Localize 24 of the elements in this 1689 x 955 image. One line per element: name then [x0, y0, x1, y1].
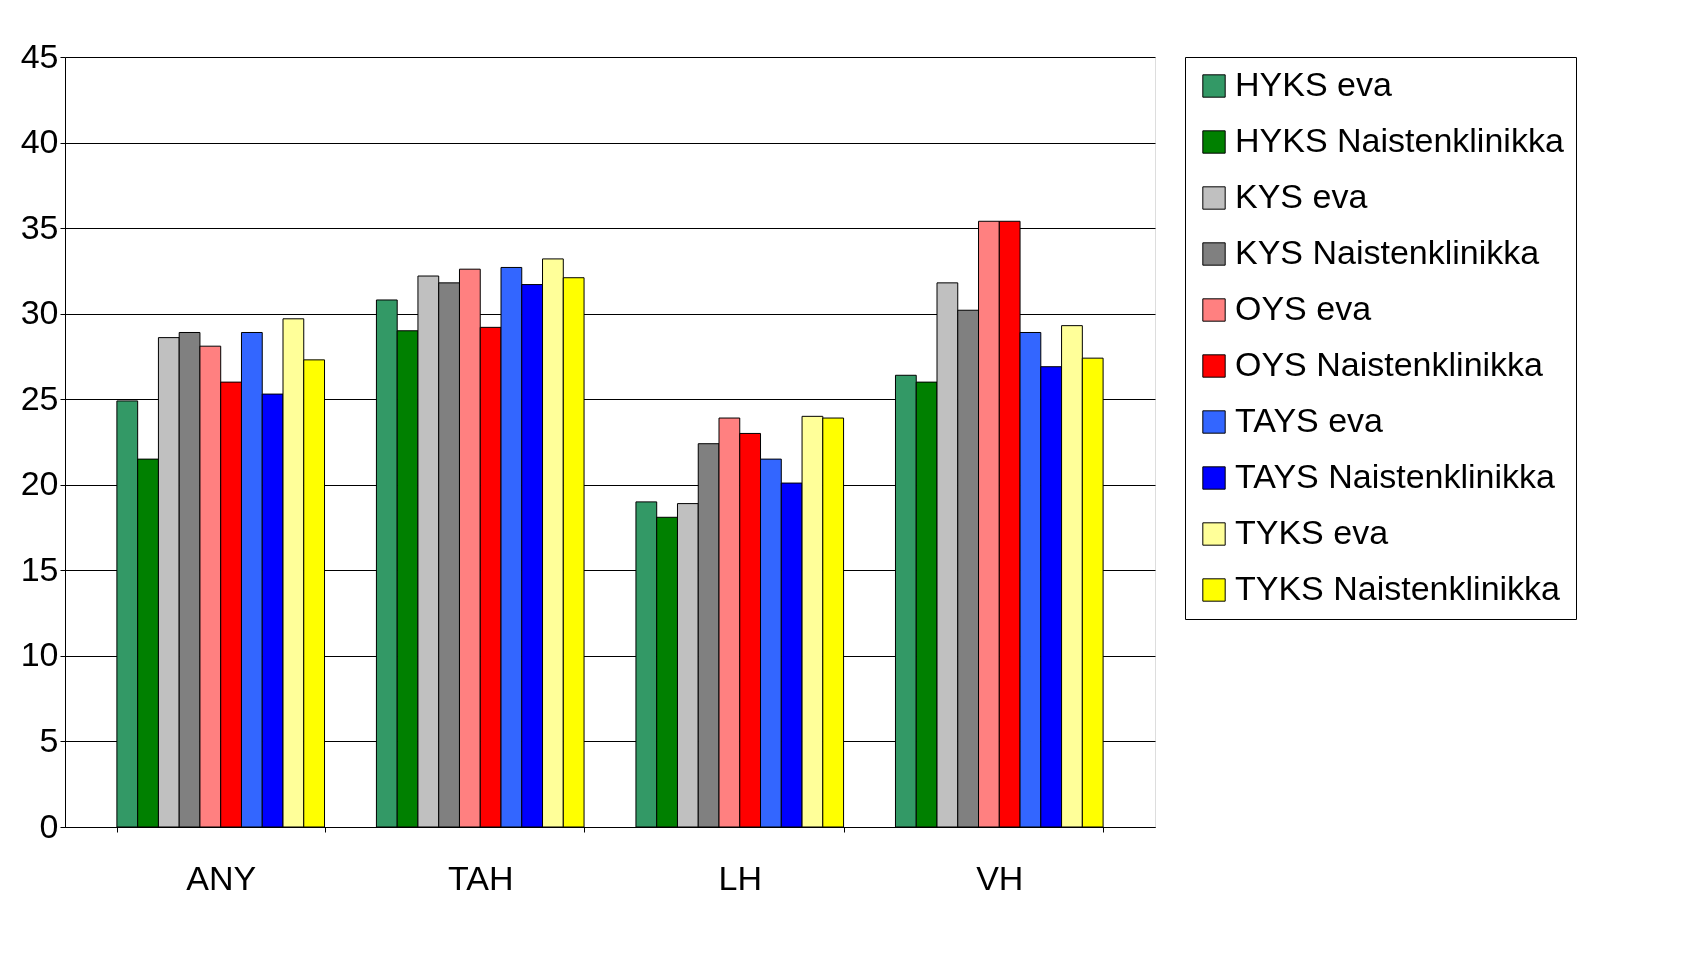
legend-label: TYKS Naistenklinikka [1235, 569, 1561, 607]
y-tick-label: 30 [20, 293, 59, 332]
legend-label: OYS eva [1235, 289, 1372, 327]
legend-label: TAYS eva [1235, 401, 1384, 439]
y-tick-label: 45 [20, 36, 59, 75]
y-tick-label: 25 [20, 378, 59, 417]
legend-label: TYKS eva [1235, 513, 1389, 551]
legend-label: KYS Naistenklinikka [1235, 233, 1540, 271]
x-tick-label: ANY [186, 858, 257, 897]
legend-label: TAYS Naistenklinikka [1235, 457, 1556, 495]
legend-label: HYKS eva [1235, 65, 1392, 103]
y-tick-label: 5 [39, 720, 59, 759]
x-tick-label: LH [718, 858, 762, 897]
y-tick-label: 0 [39, 806, 59, 845]
legend-label: OYS Naistenklinikka [1235, 345, 1544, 383]
x-tick-label: TAH [448, 858, 514, 897]
y-tick-label: 35 [20, 207, 59, 246]
y-tick-label: 40 [20, 122, 59, 161]
y-tick-label: 10 [20, 635, 59, 674]
y-tick-label: 20 [20, 464, 59, 503]
y-tick-label: 15 [20, 549, 59, 588]
x-tick-label: VH [976, 858, 1024, 897]
legend-label: KYS eva [1235, 177, 1368, 215]
legend-label: HYKS Naistenklinikka [1235, 121, 1564, 159]
